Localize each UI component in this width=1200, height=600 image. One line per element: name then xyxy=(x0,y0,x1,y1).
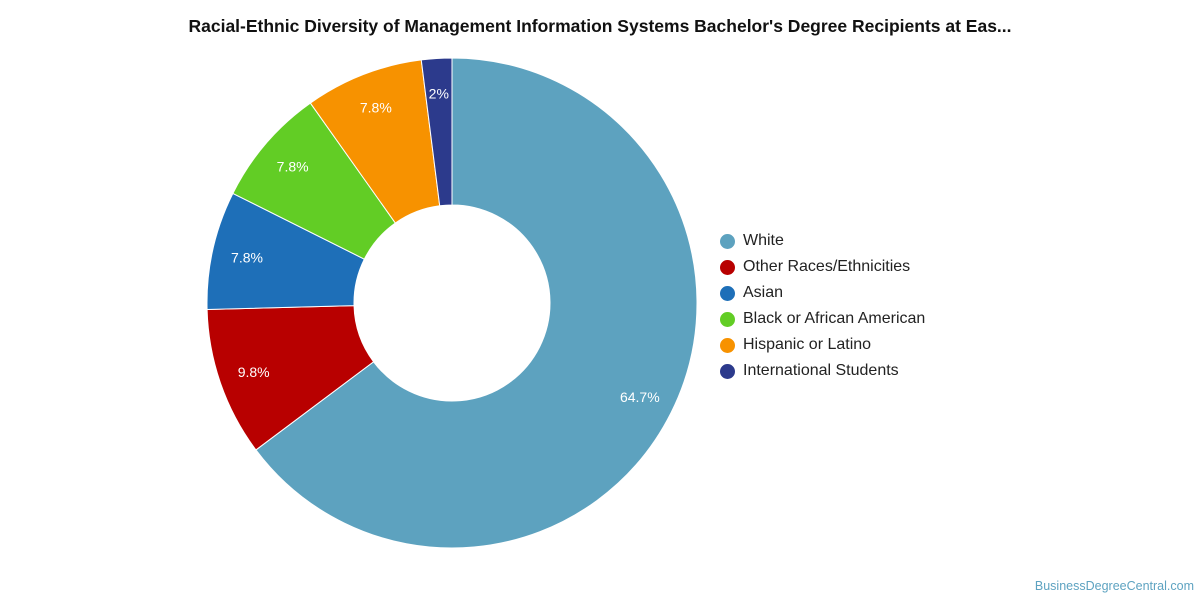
legend-swatch-icon xyxy=(720,337,735,353)
legend-item-hispanic-or-latino[interactable]: Hispanic or Latino xyxy=(720,332,925,358)
legend-item-international-students[interactable]: International Students xyxy=(720,358,925,384)
source-credit: BusinessDegreeCentral.com xyxy=(1034,579,1194,593)
legend-item-black-or-african-american[interactable]: Black or African American xyxy=(720,306,925,332)
legend-swatch-icon xyxy=(720,311,735,327)
legend-item-asian[interactable]: Asian xyxy=(720,280,925,306)
legend-label: White xyxy=(743,232,784,249)
slice-labels-group: 64.7% 9.8% 7.8% 7.8% 7.8% 2% xyxy=(231,85,660,405)
data-label-white: 64.7% xyxy=(620,389,660,405)
legend-swatch-icon xyxy=(720,233,735,249)
data-label-hispanic-or-latino: 7.8% xyxy=(360,99,392,115)
data-label-black-or-african-american: 7.8% xyxy=(277,158,309,174)
chart-title: Racial-Ethnic Diversity of Management In… xyxy=(188,16,1012,36)
legend-swatch-icon xyxy=(720,285,735,301)
legend-item-white[interactable]: White xyxy=(720,228,925,254)
slice-white[interactable] xyxy=(255,57,698,549)
legend: White Other Races/Ethnicities Asian Black o… xyxy=(720,228,925,384)
legend-label: International Students xyxy=(743,362,899,379)
legend-label: Other Races/Ethnicities xyxy=(743,258,911,275)
legend-label: Black or African American xyxy=(743,310,926,327)
slice-international-students[interactable] xyxy=(420,57,453,207)
data-label-other-races-ethnicities: 9.8% xyxy=(238,364,270,380)
legend-swatch-icon xyxy=(720,259,735,275)
legend-label: Hispanic or Latino xyxy=(743,336,872,353)
data-label-international-students: 2% xyxy=(429,85,449,101)
legend-label: Asian xyxy=(743,284,784,301)
legend-swatch-icon xyxy=(720,363,735,379)
legend-item-other-races-ethnicities[interactable]: Other Races/Ethnicities xyxy=(720,254,925,280)
slices-group xyxy=(206,57,698,549)
data-label-asian: 7.8% xyxy=(231,249,263,265)
